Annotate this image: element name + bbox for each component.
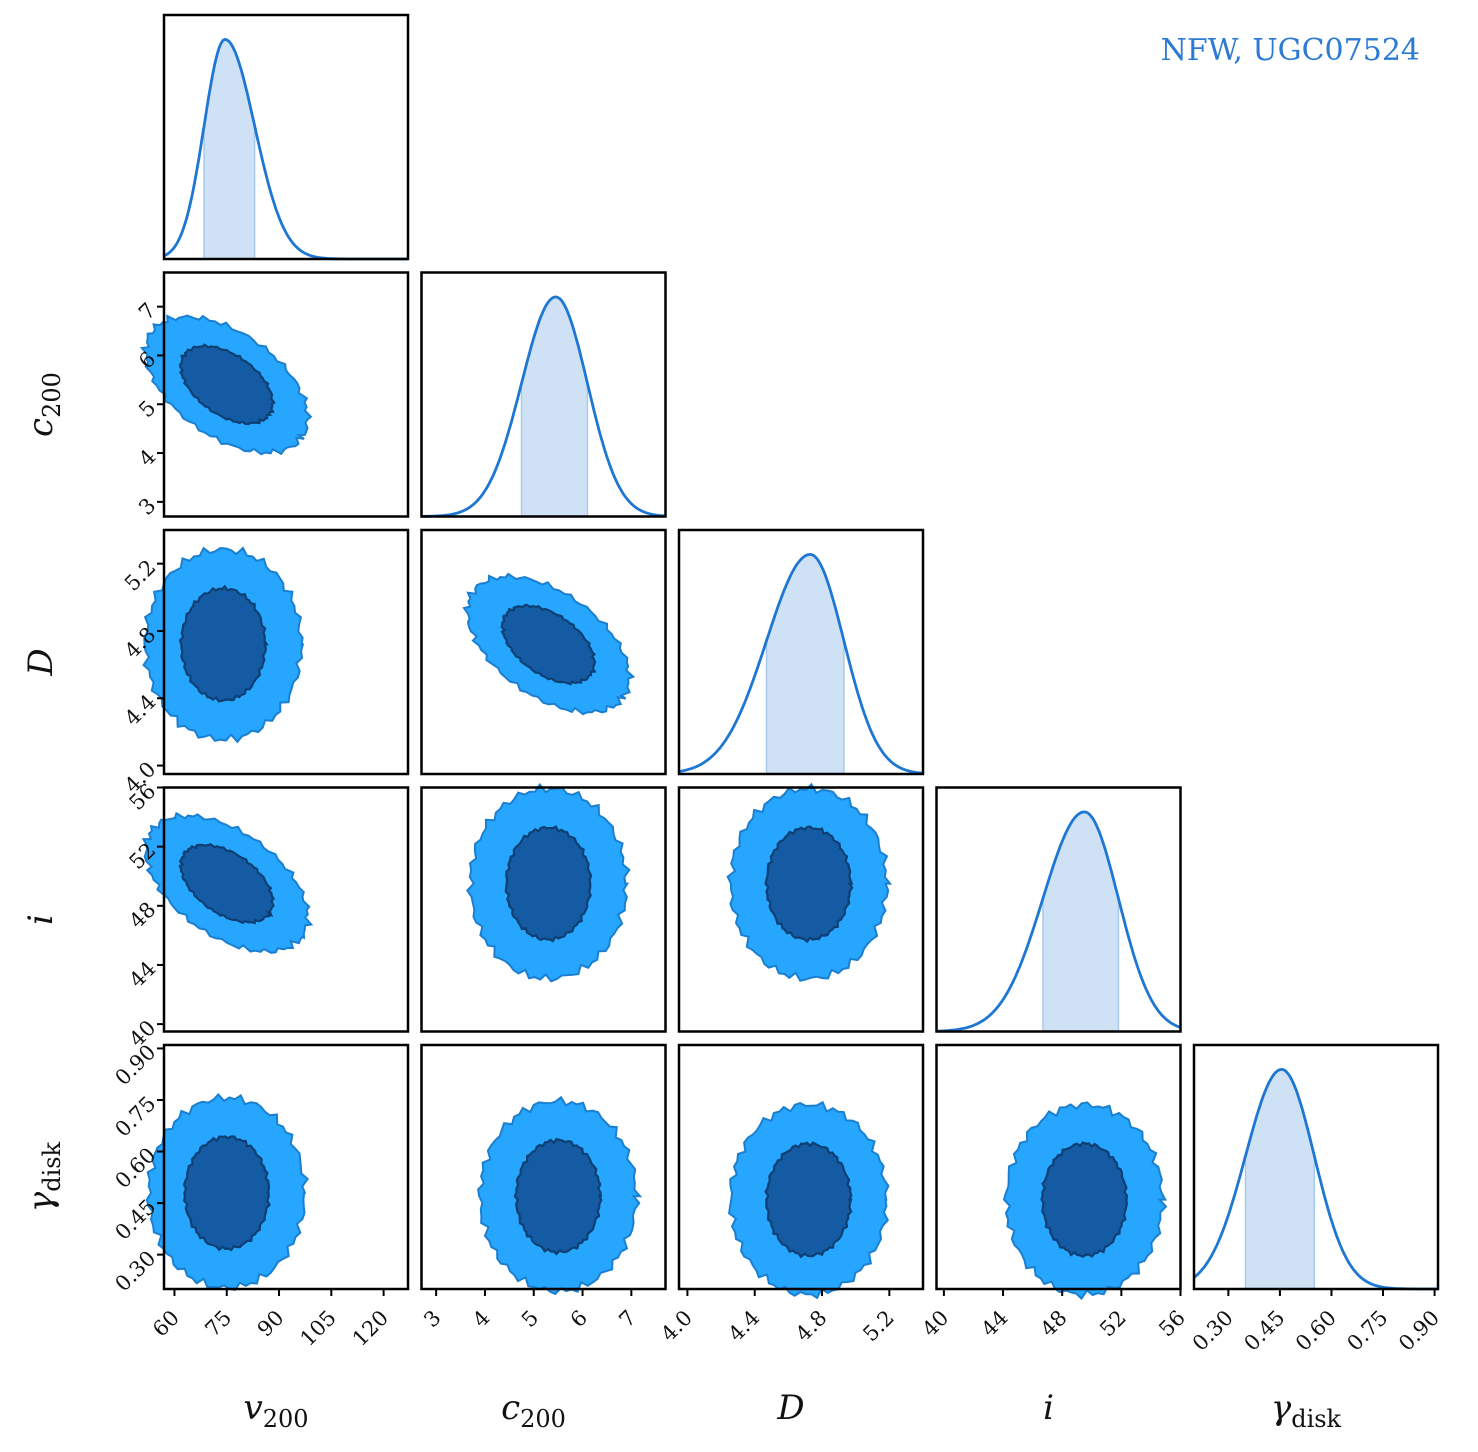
y-tick-label-gamma_disk: 0.90 bbox=[110, 1040, 160, 1090]
legend-title: NFW, UGC07524 bbox=[1161, 33, 1420, 68]
x-tick-label-v200: 90 bbox=[253, 1306, 289, 1342]
y-tick-label-c200: 5 bbox=[134, 396, 160, 422]
y-tick-label-c200: 4 bbox=[134, 445, 160, 471]
x-axis-label-gamma_disk: γdisk bbox=[1271, 1388, 1342, 1433]
x-axis-label-sub-v200: 200 bbox=[263, 1405, 309, 1433]
panel-frame-v200 bbox=[164, 15, 408, 259]
contour-panel-v200-gamma_disk bbox=[147, 1045, 408, 1290]
y-tick-label-c200: 7 bbox=[134, 298, 160, 324]
x-axis-label-i: i bbox=[1043, 1388, 1054, 1428]
contour-68-c200-gamma_disk bbox=[515, 1139, 601, 1254]
y-tick-label-gamma_disk: 0.30 bbox=[110, 1246, 160, 1296]
x-tick-label-gamma_disk: 0.75 bbox=[1343, 1306, 1393, 1356]
contour-68-c200-i bbox=[506, 827, 591, 941]
contour-panel-v200-D bbox=[144, 530, 409, 774]
x-tick-label-c200: 3 bbox=[419, 1306, 445, 1332]
ci-band-gamma_disk bbox=[1246, 1069, 1315, 1289]
y-axis-label-D: D bbox=[21, 648, 61, 676]
y-axis-label-gamma_disk: γdisk bbox=[21, 1141, 66, 1212]
x-tick-label-v200: 75 bbox=[200, 1306, 236, 1342]
x-tick-label-i: 56 bbox=[1154, 1306, 1190, 1342]
x-axis-label-D: D bbox=[776, 1388, 804, 1428]
contour-68-v200-gamma_disk bbox=[184, 1136, 269, 1250]
x-tick-label-c200: 7 bbox=[614, 1306, 640, 1332]
x-axis-label-c200: c200 bbox=[501, 1388, 566, 1433]
diag-panel-gamma_disk bbox=[1194, 1045, 1438, 1289]
contour-68-D-gamma_disk bbox=[766, 1143, 852, 1257]
y-axis-label-i: i bbox=[21, 914, 61, 925]
x-tick-label-D: 4.8 bbox=[791, 1306, 832, 1347]
contour-panel-i-gamma_disk bbox=[937, 1045, 1181, 1299]
y-axis-label-c200: c200 bbox=[21, 372, 66, 437]
contour-68-i-gamma_disk bbox=[1042, 1143, 1128, 1257]
y-tick-label-gamma_disk: 0.75 bbox=[110, 1092, 160, 1142]
x-tick-label-v200: 105 bbox=[296, 1306, 341, 1351]
x-tick-label-gamma_disk: 0.30 bbox=[1188, 1306, 1238, 1356]
y-tick-label-c200: 3 bbox=[134, 493, 160, 519]
ci-band-D bbox=[767, 554, 844, 774]
x-tick-label-i: 40 bbox=[918, 1306, 954, 1342]
contour-panel-c200-i bbox=[422, 785, 666, 1032]
x-tick-label-i: 52 bbox=[1095, 1306, 1131, 1342]
contour-panel-D-gamma_disk bbox=[679, 1045, 923, 1298]
diag-panel-i bbox=[937, 788, 1181, 1032]
x-axis-label-sub-gamma_disk: disk bbox=[1291, 1405, 1341, 1433]
y-axis-label-sub-c200: 200 bbox=[38, 372, 66, 418]
panels-layer bbox=[142, 15, 1438, 1299]
y-axis-label-sub-gamma_disk: disk bbox=[38, 1141, 66, 1191]
diag-panel-v200 bbox=[164, 15, 408, 259]
y-tick-label-D: 5.2 bbox=[120, 555, 161, 596]
kde-curve-gamma_disk bbox=[1194, 1069, 1438, 1289]
ci-band-c200 bbox=[522, 297, 588, 517]
x-tick-label-c200: 5 bbox=[517, 1306, 543, 1332]
x-tick-label-v200: 120 bbox=[348, 1306, 393, 1351]
y-tick-label-i: 48 bbox=[125, 897, 161, 933]
kde-curve-v200 bbox=[164, 39, 408, 259]
x-axis-label-v200: v200 bbox=[243, 1388, 308, 1433]
diag-panel-c200 bbox=[422, 273, 666, 517]
x-tick-label-i: 44 bbox=[977, 1306, 1013, 1342]
y-tick-label-D: 4.4 bbox=[120, 690, 161, 731]
x-tick-label-i: 48 bbox=[1036, 1306, 1072, 1342]
contour-panel-c200-D bbox=[422, 530, 666, 774]
x-tick-label-D: 4.4 bbox=[724, 1306, 765, 1347]
contour-panel-D-i bbox=[679, 784, 923, 1031]
ci-band-i bbox=[1043, 812, 1118, 1032]
contour-68-v200-D bbox=[180, 586, 267, 701]
contour-panel-v200-i bbox=[143, 788, 408, 1032]
x-tick-label-gamma_disk: 0.45 bbox=[1239, 1306, 1289, 1356]
x-tick-label-D: 4.0 bbox=[656, 1306, 697, 1347]
contour-panel-v200-c200 bbox=[142, 273, 408, 517]
x-tick-label-gamma_disk: 0.90 bbox=[1394, 1306, 1444, 1356]
contour-panel-c200-gamma_disk bbox=[422, 1045, 666, 1294]
x-axis-label-sub-c200: 200 bbox=[520, 1405, 566, 1433]
x-tick-label-D: 5.2 bbox=[858, 1306, 899, 1347]
x-tick-label-v200: 60 bbox=[148, 1306, 184, 1342]
diag-panel-D bbox=[679, 530, 923, 774]
x-tick-label-c200: 6 bbox=[566, 1306, 592, 1332]
x-tick-label-gamma_disk: 0.60 bbox=[1291, 1306, 1341, 1356]
y-tick-label-i: 44 bbox=[125, 956, 161, 992]
x-tick-label-c200: 4 bbox=[468, 1306, 494, 1332]
